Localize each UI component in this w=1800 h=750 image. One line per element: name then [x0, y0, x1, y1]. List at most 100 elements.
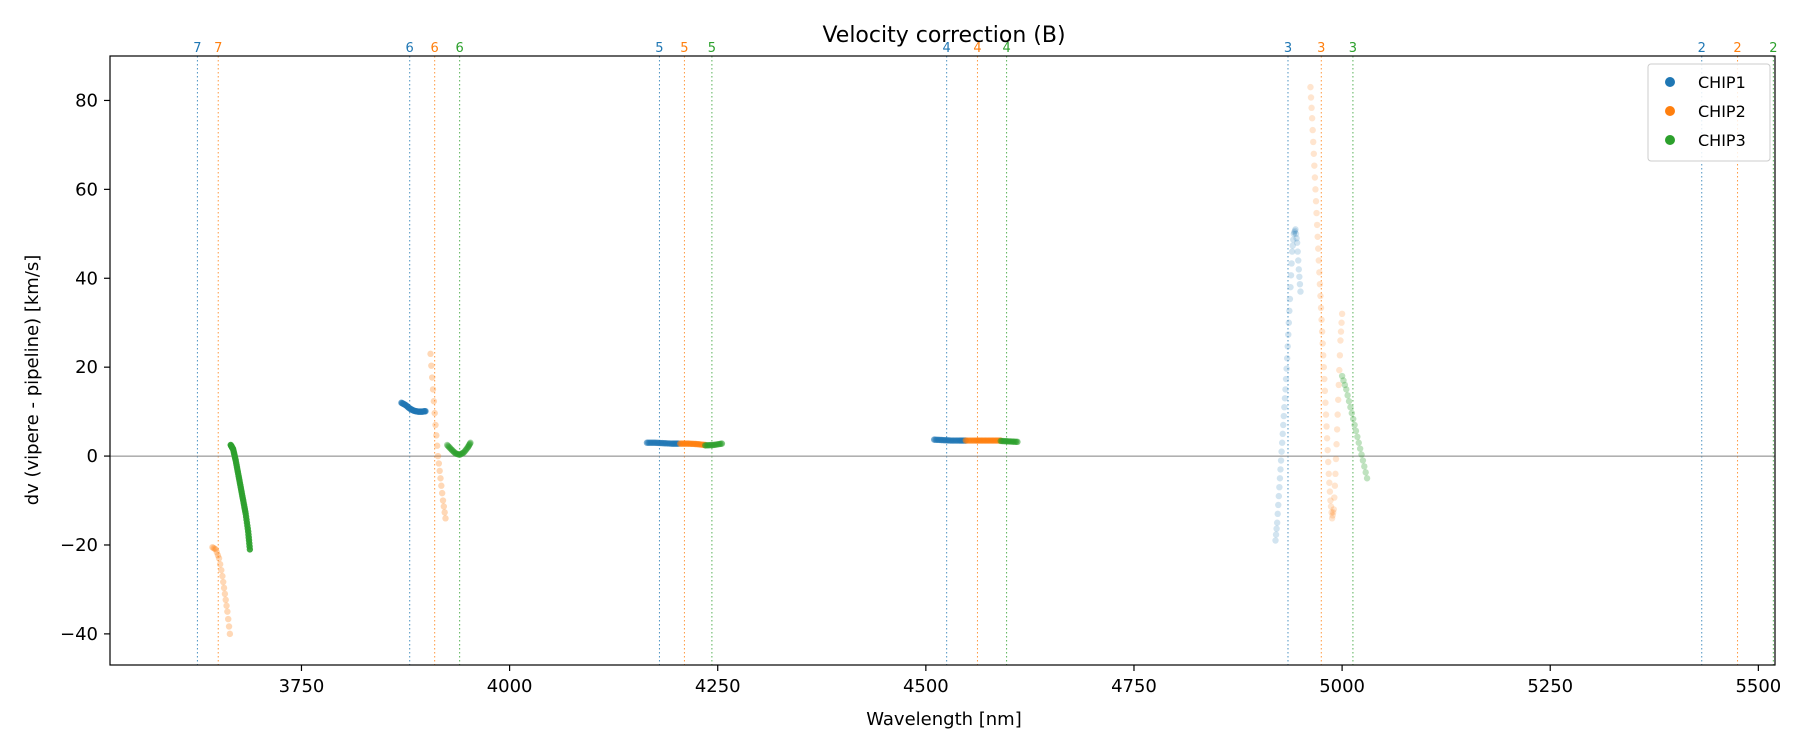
y-axis-title: dv (vipere - pipeline) [km/s] [22, 255, 43, 506]
series-segment [997, 437, 1021, 446]
data-point [215, 555, 223, 562]
data-point [450, 448, 457, 455]
data-point [224, 608, 231, 615]
data-point [1350, 415, 1357, 423]
data-point [1273, 519, 1281, 526]
data-point [430, 398, 438, 405]
data-point [1283, 355, 1291, 362]
data-point [1290, 230, 1298, 238]
data-point [1312, 186, 1319, 193]
data-point [1296, 280, 1304, 288]
data-point [1277, 466, 1284, 473]
order-marker-label: 7 [193, 41, 201, 56]
data-point [1348, 409, 1356, 417]
data-point [1283, 365, 1290, 372]
data-point [1310, 150, 1317, 157]
data-point [1295, 257, 1302, 264]
legend-marker [1665, 135, 1675, 145]
data-point [1292, 226, 1299, 233]
data-point [1288, 248, 1296, 255]
data-point [1292, 230, 1300, 238]
y-tick-label: −20 [60, 535, 98, 556]
data-point [451, 449, 458, 456]
data-point [452, 450, 459, 457]
data-point [225, 615, 232, 623]
data-point [460, 449, 468, 456]
data-point [223, 602, 230, 609]
data-point [1285, 331, 1292, 338]
data-point [1315, 245, 1322, 252]
data-point [1338, 310, 1346, 318]
data-point [1273, 525, 1280, 532]
legend-label: CHIP2 [1698, 102, 1746, 121]
data-point [1363, 475, 1371, 482]
x-tick-label: 4000 [487, 676, 533, 697]
data-point [1272, 537, 1279, 544]
legend-box [1647, 63, 1771, 162]
data-point [450, 448, 458, 456]
data-point [446, 444, 454, 452]
data-point [1282, 375, 1290, 383]
data-point [1321, 375, 1328, 383]
data-point [1329, 512, 1336, 519]
data-point [447, 445, 454, 452]
data-point [212, 546, 219, 553]
data-point [438, 489, 446, 497]
series-segment [702, 440, 726, 449]
y-tick-label: 60 [75, 179, 98, 200]
series-segment [227, 441, 254, 553]
data-point [1279, 430, 1286, 438]
data-point [1280, 412, 1288, 420]
data-point [213, 549, 221, 556]
data-point [1338, 319, 1345, 326]
data-point [1337, 337, 1344, 344]
data-point [1296, 273, 1303, 280]
order-marker-label: 6 [431, 41, 439, 56]
order-marker-lines [196, 56, 1774, 665]
data-point [1014, 438, 1021, 446]
data-point [1336, 366, 1343, 374]
data-point [1313, 209, 1320, 217]
legend-label: CHIP1 [1698, 73, 1746, 92]
data-point [436, 467, 443, 475]
data-point [442, 515, 449, 522]
data-point [434, 452, 442, 460]
data-point [1308, 115, 1316, 122]
data-point [1284, 343, 1291, 350]
data-point [433, 442, 441, 449]
data-point [1355, 439, 1362, 446]
data-point [1322, 399, 1329, 406]
data-point [463, 445, 470, 453]
data-point [455, 451, 462, 458]
order-marker-label: 7 [214, 41, 222, 56]
data-point [1332, 455, 1340, 463]
series-segment [930, 436, 970, 444]
data-point [428, 362, 435, 369]
data-point [211, 545, 218, 552]
data-point [453, 450, 461, 458]
order-marker-label: 6 [406, 41, 414, 56]
data-point [427, 350, 434, 358]
order-marker-label: 3 [1317, 41, 1325, 56]
data-point [444, 442, 452, 449]
data-point [1281, 395, 1289, 402]
data-point [1293, 235, 1300, 242]
data-point [1278, 448, 1285, 455]
data-point [467, 439, 474, 446]
x-axis-title: Wavelength [nm] [866, 709, 1022, 730]
data-point [219, 572, 226, 580]
x-tick-label: 4250 [695, 676, 741, 697]
data-point [466, 441, 473, 448]
data-point [1328, 515, 1336, 522]
data-point [1311, 174, 1319, 181]
order-marker-label: 6 [456, 41, 464, 56]
series-segment [427, 350, 449, 522]
data-point [1323, 435, 1331, 442]
order-marker-label: 4 [973, 41, 981, 56]
data-point [1276, 483, 1283, 491]
data-point [1314, 233, 1321, 240]
order-marker-label: 5 [680, 41, 688, 56]
